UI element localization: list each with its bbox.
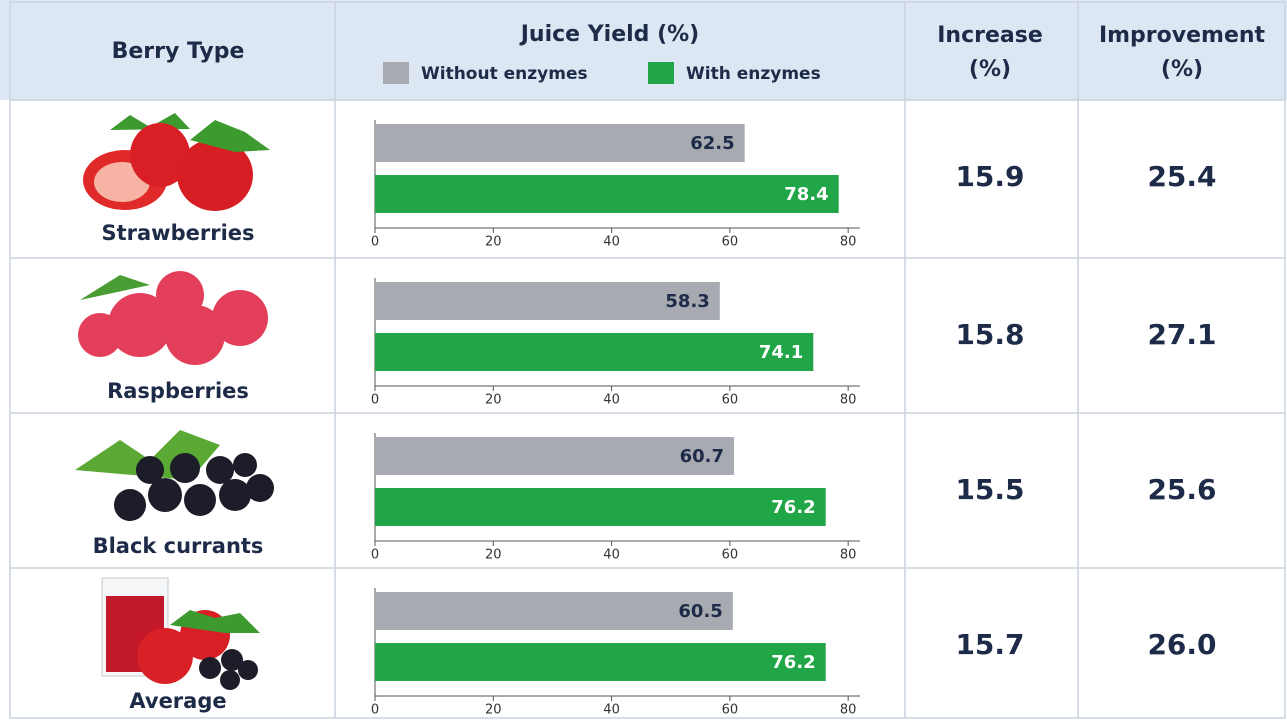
increase-value: 15.9 [955, 160, 1024, 193]
improvement-value: 26.0 [1147, 628, 1216, 661]
header-improvement: Improvement [1099, 23, 1266, 48]
header-berry: Berry Type [112, 39, 245, 64]
improvement-value: 27.1 [1147, 318, 1216, 351]
bar [375, 175, 839, 213]
bar [375, 124, 745, 162]
legend-label: With enzymes [686, 64, 821, 84]
bar [375, 333, 814, 371]
x-tick-label: 0 [371, 393, 379, 408]
bar [375, 282, 720, 320]
average-icon [101, 577, 260, 690]
increase-value: 15.7 [955, 628, 1024, 661]
currant-icon [75, 430, 274, 521]
x-tick-label: 40 [603, 548, 620, 563]
x-tick-label: 60 [722, 703, 739, 718]
berry-name: Raspberries [107, 379, 249, 403]
berry-name: Black currants [93, 534, 264, 558]
x-tick-label: 80 [840, 703, 857, 718]
x-tick-label: 0 [371, 703, 379, 718]
header-yield: Juice Yield (%) [519, 22, 700, 47]
bar [375, 488, 826, 526]
x-tick-label: 20 [485, 548, 502, 563]
legend-swatch [383, 62, 409, 84]
legend-label: Without enzymes [421, 64, 588, 84]
raspberry-icon [78, 271, 268, 365]
x-tick-label: 40 [603, 703, 620, 718]
x-tick-label: 20 [485, 235, 502, 250]
header-increase: (%) [969, 57, 1011, 82]
berry-name: Strawberries [101, 221, 254, 245]
bar-value-label: 76.2 [771, 497, 815, 518]
bar-value-label: 58.3 [665, 291, 709, 312]
x-tick-label: 40 [603, 393, 620, 408]
bar-value-label: 74.1 [759, 342, 803, 363]
table-grid [9, 1, 1286, 719]
berry-name: Average [129, 689, 226, 713]
x-tick-label: 60 [722, 548, 739, 563]
x-tick-label: 60 [722, 393, 739, 408]
increase-value: 15.8 [955, 318, 1024, 351]
header-increase: Increase [937, 23, 1043, 48]
bar [375, 643, 826, 681]
x-tick-label: 0 [371, 235, 379, 250]
bar-value-label: 60.5 [678, 601, 722, 622]
x-tick-label: 80 [840, 393, 857, 408]
x-tick-label: 0 [371, 548, 379, 563]
x-tick-label: 60 [722, 235, 739, 250]
x-tick-label: 80 [840, 235, 857, 250]
x-tick-label: 20 [485, 393, 502, 408]
bar [375, 592, 733, 630]
strawberry-icon [83, 113, 270, 211]
bar-value-label: 62.5 [690, 133, 734, 154]
improvement-value: 25.4 [1147, 160, 1216, 193]
legend-swatch [648, 62, 674, 84]
bar [375, 437, 735, 475]
bar-value-label: 76.2 [771, 652, 815, 673]
increase-value: 15.5 [955, 473, 1024, 506]
bar-value-label: 60.7 [680, 446, 724, 467]
x-tick-label: 20 [485, 703, 502, 718]
x-tick-label: 80 [840, 548, 857, 563]
header-improvement: (%) [1161, 57, 1203, 82]
bar-value-label: 78.4 [784, 184, 828, 205]
improvement-value: 25.6 [1147, 473, 1216, 506]
x-tick-label: 40 [603, 235, 620, 250]
header-bg [0, 0, 1287, 100]
